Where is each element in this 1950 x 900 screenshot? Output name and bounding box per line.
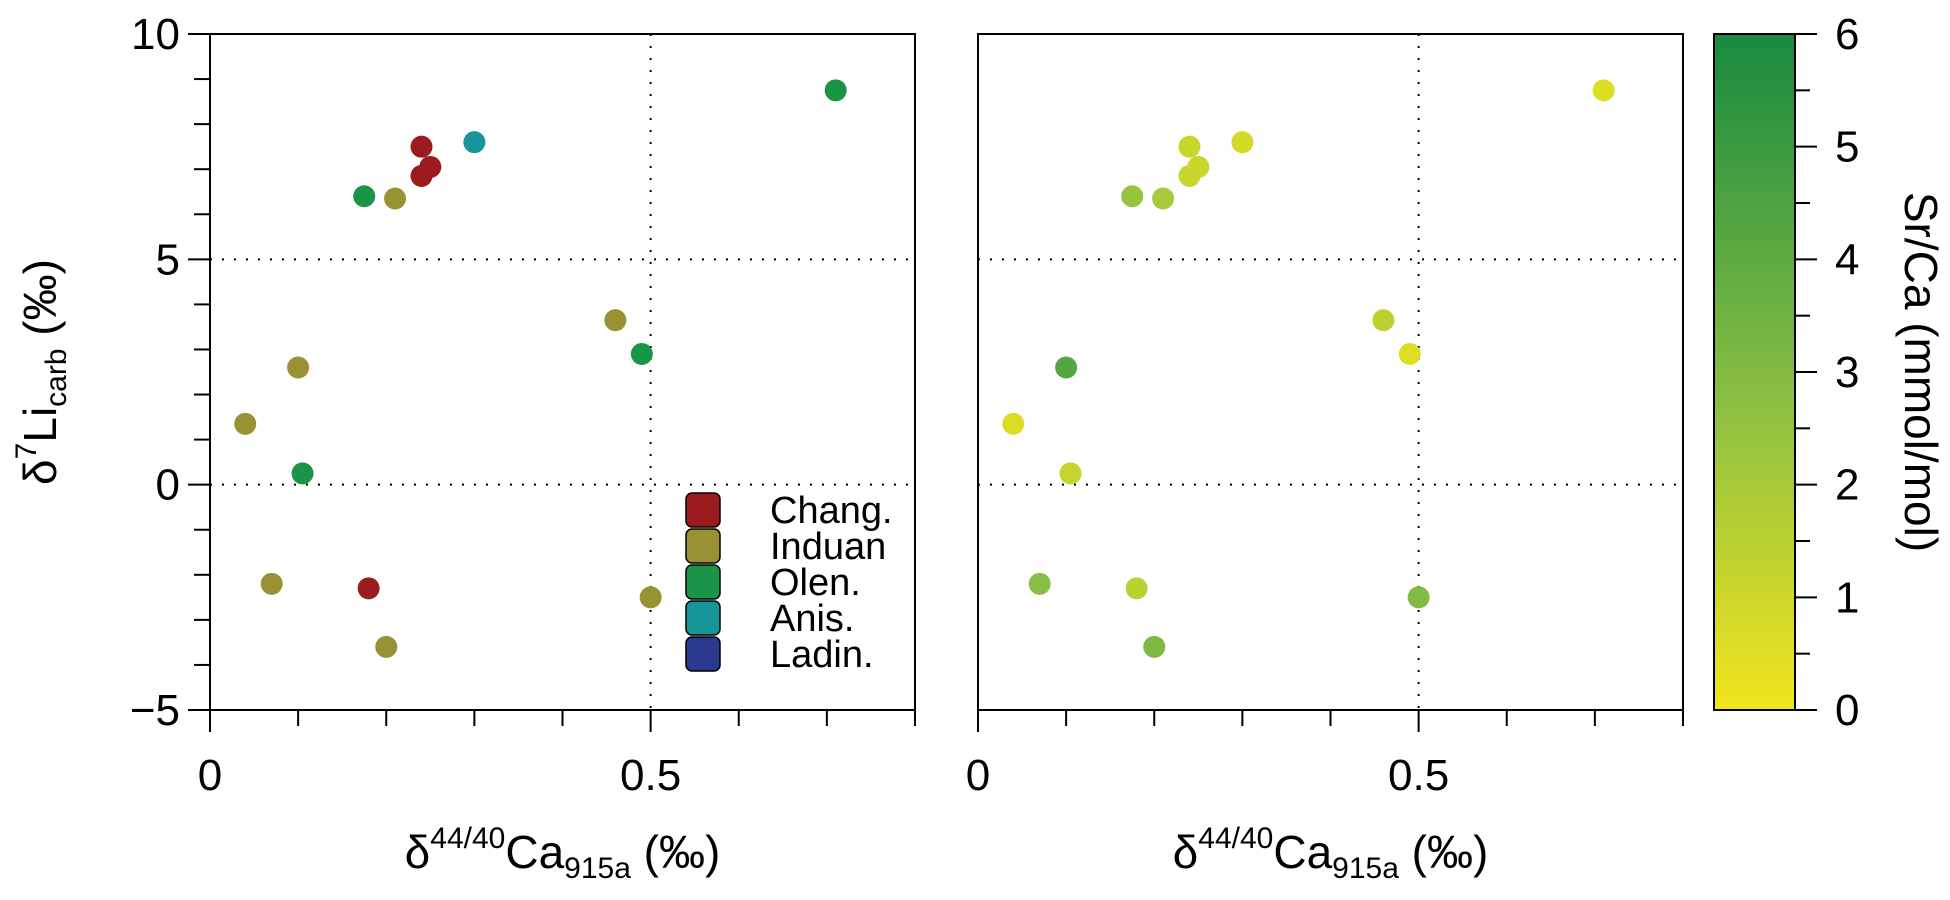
axis-labels: δ44/40Ca915a (‰) δ44/40Ca915a (‰) δ7Licarb…: [10, 259, 1488, 885]
data-point: [375, 635, 398, 658]
data-point: [1028, 572, 1051, 595]
colorbar-tick-label: 6: [1835, 10, 1859, 59]
data-point: [1178, 164, 1201, 187]
legend-swatch: [685, 636, 721, 672]
x-tick-label: 0: [198, 751, 222, 800]
data-point: [639, 586, 662, 609]
data-point: [1002, 412, 1025, 435]
colorbar-tick-label: 0: [1835, 686, 1859, 735]
data-point: [384, 187, 407, 210]
data-point: [1121, 185, 1144, 208]
colorbar-tick-label: 1: [1835, 573, 1859, 622]
legend-swatch: [685, 564, 721, 600]
x-axis-title-2: δ44/40Ca915a (‰): [1173, 822, 1489, 885]
legend-label: Induan: [770, 526, 886, 568]
colorbar-tick-label: 2: [1835, 461, 1859, 510]
x-axis-title-1: δ44/40Ca915a (‰): [405, 822, 721, 885]
data-point: [630, 342, 653, 365]
data-point: [357, 577, 380, 600]
legend-swatch: [685, 600, 721, 636]
y-tick-label: 10: [131, 10, 180, 59]
colorbar-tick-label: 4: [1835, 235, 1859, 284]
data-points: [234, 79, 1615, 658]
legend-label: Ladin.: [770, 634, 874, 676]
legend-label: Olen.: [770, 562, 861, 604]
colorbar-title: Sr/Ca (mmol/mol): [1895, 192, 1947, 552]
plot-frame-2: [977, 33, 1684, 711]
data-point: [353, 185, 376, 208]
data-point: [463, 131, 486, 154]
colorbar-tick-label: 3: [1835, 348, 1859, 397]
data-point: [1152, 187, 1175, 210]
axis-ticks: 0 0.5 0 0.5 −5 0 5 10: [130, 10, 1684, 800]
data-point: [1178, 135, 1201, 158]
y-tick-label: 0: [156, 461, 180, 510]
data-point: [1125, 577, 1148, 600]
data-point: [1407, 586, 1430, 609]
colorbar-tick-label: 5: [1835, 123, 1859, 172]
data-point: [234, 412, 257, 435]
x-tick-label: 0.5: [620, 751, 681, 800]
data-point: [1143, 635, 1166, 658]
x-tick-label: 0.5: [1388, 751, 1449, 800]
data-point: [287, 356, 310, 379]
data-point: [1055, 356, 1078, 379]
legend-label: Chang.: [770, 490, 893, 532]
data-point: [291, 462, 314, 485]
data-point: [1059, 462, 1082, 485]
data-point: [1231, 131, 1254, 154]
data-point: [604, 309, 627, 332]
data-point: [410, 135, 433, 158]
x-tick-label: 0: [966, 751, 990, 800]
legend-label: Anis.: [770, 598, 854, 640]
data-point: [1398, 342, 1421, 365]
y-tick-label: 5: [156, 235, 180, 284]
legend-swatch: [685, 528, 721, 564]
gridlines: [210, 34, 1683, 710]
colorbar: 0 1 2 3 4 5 6 Sr/Ca (mmol/mol): [1713, 10, 1947, 735]
data-point: [260, 572, 283, 595]
legend-swatch: [685, 492, 721, 528]
colorbar-scale: [1713, 33, 1796, 711]
data-point: [1372, 309, 1395, 332]
plot-frames: [209, 33, 1684, 711]
y-tick-label: −5: [130, 686, 180, 735]
data-point: [1592, 79, 1615, 102]
y-axis-title: δ7Licarb (‰): [10, 259, 73, 485]
data-point: [824, 79, 847, 102]
data-point: [410, 164, 433, 187]
